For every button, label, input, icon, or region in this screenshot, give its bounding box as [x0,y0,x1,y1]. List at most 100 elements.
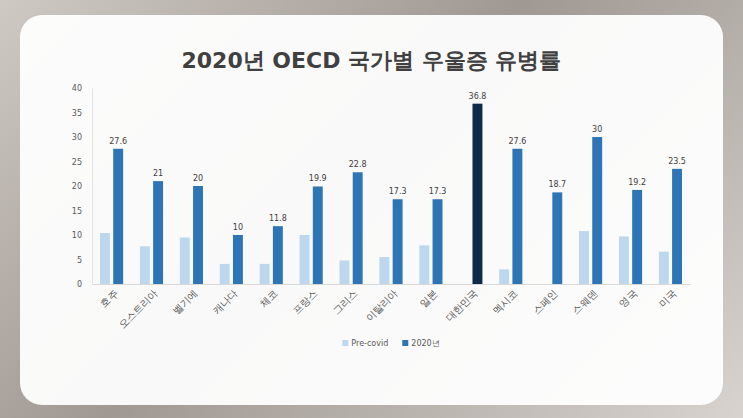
x-tick-label: 이탈리아 [363,288,399,324]
x-tick-label: 스웨덴 [570,288,599,317]
data-label: 10 [233,223,243,232]
y-axis: 0 5 10 15 20 25 30 35 40 [72,84,93,289]
y-tick-label: 15 [72,207,82,216]
x-tick: 대한민국 [443,284,479,324]
x-tick-label: 미국 [657,288,679,310]
bar [393,199,403,284]
data-label: 11.8 [269,214,287,223]
x-tick: 영국 [617,284,639,309]
x-tick: 멕시코 [490,284,519,317]
bar [619,236,629,284]
bar [180,237,190,284]
data-label: 17.3 [429,187,447,196]
bar [100,233,110,284]
bar [632,190,642,284]
x-tick: 스웨덴 [570,284,599,317]
y-tick-label: 0 [77,280,82,289]
bar [313,186,323,284]
bar [220,264,230,284]
data-label: 19.9 [309,174,327,183]
bar [140,246,150,284]
x-tick-label: 대한민국 [443,288,479,324]
bar [592,137,602,284]
data-label: 17.3 [389,187,407,196]
y-tick: 25 [72,158,92,167]
y-tick-label: 30 [72,133,82,142]
x-tick-label: 영국 [617,288,639,310]
bar [512,149,522,284]
bar [260,264,270,284]
data-label: 27.6 [109,137,127,146]
x-tick-label: 스페인 [530,288,559,317]
bars [100,104,682,284]
bar [499,269,509,284]
y-tick-label: 5 [77,256,82,265]
x-tick: 벨기에 [171,284,200,317]
bar [659,252,669,284]
y-tick-label: 20 [72,182,82,191]
x-tick-label: 그리스 [331,288,360,317]
y-tick: 15 [72,207,92,216]
bar [233,235,243,284]
legend-swatch [402,340,408,346]
legend-label: 2020년 [411,339,439,348]
x-axis: 호주오스트리아 벨기에 캐나다 체코 프랑스 그리스이탈리아 일본대한민국 멕시코 스페인 스웨덴… [93,284,691,331]
bar [579,231,589,284]
x-tick: 호주 [98,284,120,309]
bar [273,226,283,284]
bar [113,149,123,284]
bar [379,257,389,284]
x-tick: 이탈리아 [363,284,399,324]
x-tick-label: 프랑스 [291,288,320,317]
y-tick: 5 [77,256,92,265]
legend-item: 2020년 [402,339,439,348]
x-tick-label: 벨기에 [171,288,200,317]
bar [672,169,682,284]
bar [193,186,203,284]
y-tick: 40 [72,84,92,93]
data-label: 30 [592,125,602,134]
y-tick-label: 10 [72,231,82,240]
legend: Pre-covid 2020년 [342,339,439,348]
data-label: 22.8 [349,160,367,169]
x-tick: 미국 [657,284,679,309]
x-tick-label: 호주 [98,288,120,310]
chart: 2020년 OECD 국가별 우울증 유병률 0 5 10 15 20 25 30 35 40 호주… [0,0,743,418]
x-tick-label: 오스트리아 [117,288,160,331]
bar [300,235,310,284]
y-tick: 30 [72,133,92,142]
data-label: 19.2 [628,178,646,187]
x-tick-label: 캐나다 [211,288,240,317]
x-tick: 캐나다 [211,284,240,317]
x-tick-label: 체코 [258,288,280,310]
data-labels: 27.621201011.819.922.817.317.336.827.618… [109,92,686,232]
bar [419,245,429,284]
y-tick: 10 [72,231,92,240]
x-tick: 체코 [258,284,280,309]
y-tick-label: 25 [72,158,82,167]
y-tick: 20 [72,182,92,191]
bar [433,199,443,284]
bar [472,104,482,284]
legend-item: Pre-covid [342,339,388,348]
y-tick: 35 [72,109,92,118]
x-axis-line [93,284,691,285]
bar [340,260,350,284]
data-label: 20 [193,174,203,183]
x-tick: 프랑스 [291,284,320,317]
data-label: 18.7 [548,180,566,189]
bar [552,192,562,284]
legend-label: Pre-covid [351,339,388,348]
legend-swatch [342,340,348,346]
x-tick-label: 일본 [417,288,439,310]
y-axis-line [92,89,93,285]
data-label: 23.5 [668,157,686,166]
bar [353,172,363,284]
data-label: 36.8 [469,92,487,101]
y-tick-label: 35 [72,109,82,118]
x-tick: 스페인 [530,284,559,317]
panel [20,15,723,405]
y-tick: 0 [77,280,92,289]
title: 2020년 OECD 국가별 우울증 유병률 [181,48,561,73]
x-tick-label: 멕시코 [490,288,519,317]
